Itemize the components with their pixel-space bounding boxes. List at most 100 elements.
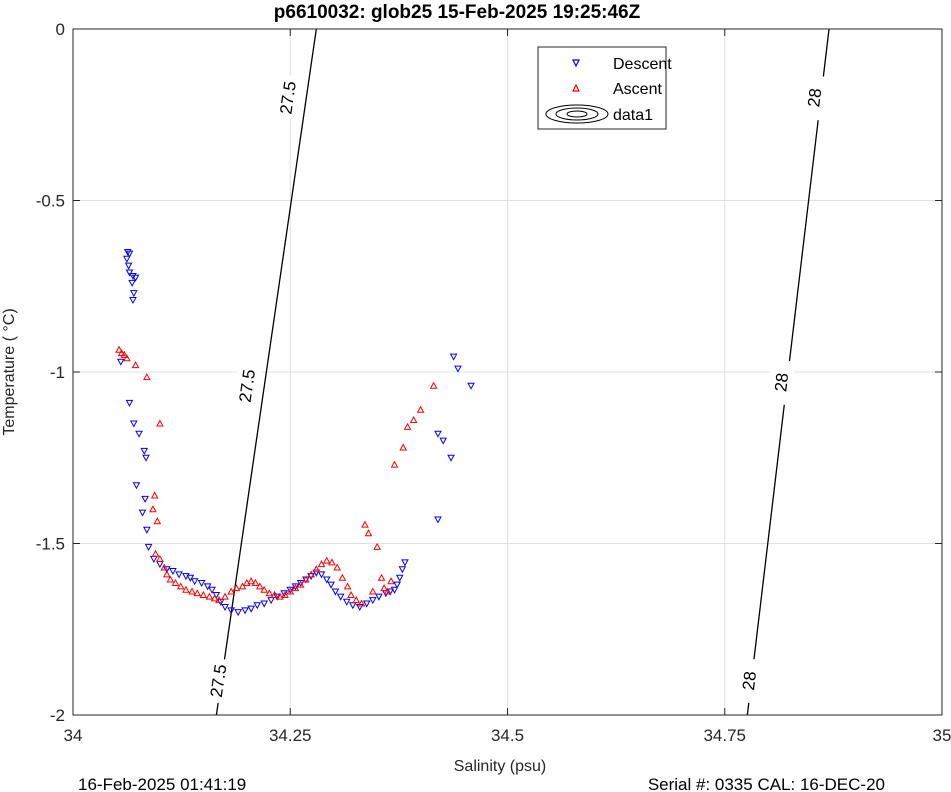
descent-point — [449, 353, 458, 361]
contour-label-bg — [272, 74, 303, 122]
contour-label-bg — [766, 359, 796, 406]
ascent-point — [120, 350, 129, 358]
descent-point — [247, 605, 255, 613]
descent-point — [393, 581, 401, 589]
ascent-point — [317, 560, 326, 568]
ascent-point — [193, 589, 202, 597]
ascent-point — [115, 345, 123, 353]
ascent-point — [270, 590, 279, 598]
ascent-point — [296, 580, 305, 588]
descent-point — [331, 588, 340, 596]
descent-point — [454, 365, 462, 373]
legend-descent-label: Descent — [613, 56, 672, 73]
descent-point — [175, 571, 183, 579]
descent-point — [447, 454, 455, 462]
ascent-point — [260, 585, 269, 593]
descent-point — [317, 571, 326, 579]
y-tick-label: 0 — [56, 20, 65, 39]
ascent-point — [232, 584, 241, 592]
ascent-point — [390, 460, 399, 468]
ascent-point — [251, 578, 260, 586]
x-tick-label: 35 — [933, 726, 951, 745]
ascent-point — [286, 587, 295, 595]
ascent-point — [275, 592, 284, 600]
ascent-point — [166, 575, 175, 583]
ascent-point — [291, 584, 300, 592]
descent-point — [129, 272, 137, 281]
ascent-point — [221, 592, 229, 600]
descent-point — [395, 574, 404, 582]
ascent-point — [377, 573, 386, 581]
descent-point — [362, 600, 371, 608]
ascent-point — [123, 354, 131, 362]
ascent-point — [205, 592, 214, 600]
ascent-point — [171, 578, 180, 586]
descent-point — [296, 579, 305, 587]
legend: Descent Ascent data1 — [537, 46, 672, 130]
ascent-point — [403, 422, 412, 430]
contour-label: 28 — [771, 372, 792, 393]
ascent-point — [163, 570, 171, 578]
ascent-point — [156, 419, 164, 427]
descent-point — [163, 566, 171, 574]
contour-label: 27.5 — [276, 80, 300, 115]
ascent-point — [265, 589, 274, 597]
descent-point — [125, 269, 134, 277]
ascent-point — [302, 575, 310, 583]
descent-point — [140, 447, 149, 455]
ascent-point — [153, 517, 162, 525]
ascent-point — [383, 587, 392, 595]
descent-point — [128, 279, 136, 287]
descent-point — [386, 588, 395, 596]
descent-point — [227, 607, 236, 615]
descent-point — [322, 576, 331, 584]
ascent-point — [307, 570, 315, 578]
ascent-point — [357, 599, 366, 607]
ascent-point — [160, 563, 169, 571]
legend-data1-label: data1 — [613, 107, 653, 124]
ascent-point — [143, 373, 151, 381]
density-contours: 27.5 27.5 27.5 28 28 28 — [203, 28, 830, 716]
ascent-point — [150, 491, 159, 499]
descent-point — [197, 579, 206, 587]
ascent-point — [338, 573, 347, 581]
descent-point — [129, 296, 137, 305]
descent-point — [398, 566, 407, 574]
descent-point — [141, 495, 149, 503]
ascent-point — [399, 443, 408, 451]
descent-point — [253, 602, 262, 610]
contour-label: 27.5 — [207, 663, 231, 698]
descent-point — [327, 581, 335, 589]
footer-serial-cal: Serial #: 0335 CAL: 16-DEC-20 — [648, 775, 885, 792]
descent-point — [124, 262, 133, 270]
ascent-point — [255, 582, 264, 590]
ascent-point — [176, 582, 185, 590]
legend-descent-marker — [572, 59, 580, 68]
ascent-point — [281, 590, 289, 598]
contour-label-bg — [231, 362, 262, 410]
ascent-point — [312, 565, 321, 573]
descent-point — [144, 543, 153, 551]
chart-title: p6610032: glob25 15-Feb-2025 19:25:46Z — [274, 2, 641, 23]
contour-line — [215, 28, 317, 716]
ascent-point — [347, 590, 355, 598]
ascent-point — [364, 529, 373, 537]
descent-point — [467, 382, 475, 390]
ascent-point — [409, 415, 418, 424]
descent-point — [135, 430, 143, 438]
data-points — [115, 248, 475, 617]
ascent-point — [333, 563, 342, 571]
ascent-point — [343, 582, 352, 590]
y-axis-label: Temperature ( °C) — [1, 308, 18, 435]
ascent-point — [361, 520, 369, 528]
descent-point — [208, 586, 216, 594]
ascent-point — [149, 505, 157, 513]
descent-point — [142, 454, 150, 462]
descent-point — [368, 597, 377, 605]
legend-contour-icon — [545, 104, 609, 124]
ascent-point — [238, 582, 247, 590]
contour-label-bg — [734, 657, 764, 704]
contour-label-bg — [203, 657, 234, 705]
ascent-point — [373, 542, 381, 550]
descent-point — [434, 430, 442, 438]
